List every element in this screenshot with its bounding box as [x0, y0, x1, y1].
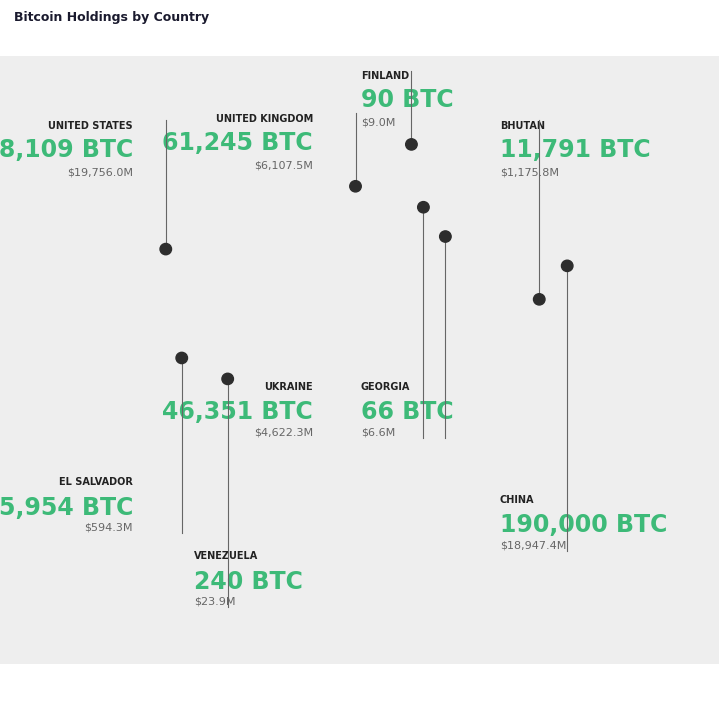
- Text: $6,107.5M: $6,107.5M: [254, 160, 313, 170]
- Text: $19,756.0M: $19,756.0M: [67, 167, 133, 177]
- Text: $1,175.8M: $1,175.8M: [500, 167, 559, 177]
- Text: $6.6M: $6.6M: [361, 427, 395, 437]
- Text: 90 BTC: 90 BTC: [361, 88, 454, 112]
- Text: 66 BTC: 66 BTC: [361, 400, 454, 424]
- Text: VENEZUELA: VENEZUELA: [194, 551, 258, 561]
- Text: 198,109 BTC: 198,109 BTC: [0, 138, 133, 162]
- Text: UKRAINE: UKRAINE: [264, 382, 313, 392]
- Text: $4,622.3M: $4,622.3M: [254, 427, 313, 437]
- Text: 46,351 BTC: 46,351 BTC: [162, 400, 313, 424]
- Text: BHUTAN: BHUTAN: [500, 121, 545, 131]
- Text: $594.3M: $594.3M: [85, 522, 133, 532]
- Text: 11,791 BTC: 11,791 BTC: [500, 138, 650, 162]
- Text: $18,947.4M: $18,947.4M: [500, 540, 566, 550]
- Text: CHINA: CHINA: [500, 495, 534, 505]
- Text: FINLAND: FINLAND: [361, 71, 409, 81]
- Text: 240 BTC: 240 BTC: [194, 570, 303, 594]
- Text: 190,000 BTC: 190,000 BTC: [500, 513, 667, 537]
- Text: GEORGIA: GEORGIA: [361, 382, 411, 392]
- Text: Bitcoin Holdings by Country: Bitcoin Holdings by Country: [14, 11, 209, 23]
- Text: UNITED KINGDOM: UNITED KINGDOM: [216, 114, 313, 124]
- Text: EL SALVADOR: EL SALVADOR: [59, 477, 133, 487]
- Text: UNITED STATES: UNITED STATES: [48, 121, 133, 131]
- Text: $23.9M: $23.9M: [194, 597, 236, 606]
- Text: 61,245 BTC: 61,245 BTC: [162, 131, 313, 155]
- Text: 5,954 BTC: 5,954 BTC: [0, 496, 133, 520]
- Text: $9.0M: $9.0M: [361, 118, 395, 128]
